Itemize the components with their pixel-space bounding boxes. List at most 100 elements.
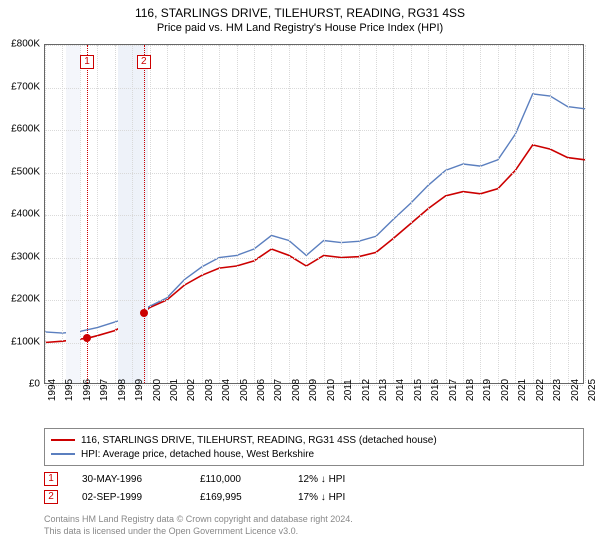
gridline-v bbox=[411, 45, 412, 383]
y-tick-label: £600K bbox=[0, 124, 40, 135]
gridline-v bbox=[271, 45, 272, 383]
sale-date: 30-MAY-1996 bbox=[82, 474, 182, 485]
sale-badge: 1 bbox=[44, 472, 58, 486]
gridline-h bbox=[45, 88, 583, 89]
legend-label: 116, STARLINGS DRIVE, TILEHURST, READING… bbox=[81, 435, 437, 446]
event-badge: 1 bbox=[80, 55, 94, 69]
x-tick-label: 1994 bbox=[47, 379, 58, 401]
gridline-v bbox=[498, 45, 499, 383]
gridline-v bbox=[568, 45, 569, 383]
y-tick-label: £800K bbox=[0, 39, 40, 50]
y-tick-label: £200K bbox=[0, 294, 40, 305]
x-tick-label: 2016 bbox=[430, 379, 441, 401]
gridline-v bbox=[115, 45, 116, 383]
gridline-v bbox=[515, 45, 516, 383]
y-tick-label: £100K bbox=[0, 336, 40, 347]
gridline-v bbox=[480, 45, 481, 383]
gridline-v bbox=[132, 45, 133, 383]
gridline-v bbox=[80, 45, 81, 383]
y-tick-label: £0 bbox=[0, 379, 40, 390]
x-tick-label: 2019 bbox=[482, 379, 493, 401]
x-tick-label: 2001 bbox=[169, 379, 180, 401]
sale-date: 02-SEP-1999 bbox=[82, 492, 182, 503]
gridline-v bbox=[97, 45, 98, 383]
gridline-h bbox=[45, 343, 583, 344]
x-tick-label: 2004 bbox=[221, 379, 232, 401]
gridline-v bbox=[463, 45, 464, 383]
gridline-h bbox=[45, 258, 583, 259]
gridline-v bbox=[202, 45, 203, 383]
x-tick-label: 2003 bbox=[204, 379, 215, 401]
x-tick-label: 2018 bbox=[465, 379, 476, 401]
x-tick-label: 1996 bbox=[82, 379, 93, 401]
gridline-v bbox=[359, 45, 360, 383]
gridline-h bbox=[45, 45, 583, 46]
sale-price: £169,995 bbox=[200, 492, 280, 503]
sale-price: £110,000 bbox=[200, 474, 280, 485]
event-line bbox=[87, 45, 88, 383]
x-tick-label: 2012 bbox=[361, 379, 372, 401]
x-tick-label: 2007 bbox=[273, 379, 284, 401]
x-tick-label: 2008 bbox=[291, 379, 302, 401]
x-tick-label: 2014 bbox=[395, 379, 406, 401]
footnote-line-1: Contains HM Land Registry data © Crown c… bbox=[44, 514, 353, 526]
gridline-h bbox=[45, 300, 583, 301]
x-tick-label: 2025 bbox=[587, 379, 598, 401]
event-badge: 2 bbox=[137, 55, 151, 69]
gridline-h bbox=[45, 215, 583, 216]
sale-marker bbox=[140, 309, 148, 317]
x-tick-label: 2006 bbox=[256, 379, 267, 401]
gridline-v bbox=[585, 45, 586, 383]
gridline-v bbox=[324, 45, 325, 383]
legend: 116, STARLINGS DRIVE, TILEHURST, READING… bbox=[44, 428, 584, 466]
x-tick-label: 2021 bbox=[517, 379, 528, 401]
gridline-h bbox=[45, 173, 583, 174]
sales-table: 1 30-MAY-1996 £110,000 12% ↓ HPI 2 02-SEP-199… bbox=[44, 470, 345, 506]
sale-row: 202-SEP-1999£169,99517% ↓ HPI bbox=[44, 488, 345, 506]
x-tick-label: 2020 bbox=[500, 379, 511, 401]
gridline-v bbox=[167, 45, 168, 383]
x-tick-label: 2017 bbox=[448, 379, 459, 401]
gridline-v bbox=[289, 45, 290, 383]
legend-row: 116, STARLINGS DRIVE, TILEHURST, READING… bbox=[51, 433, 577, 447]
x-tick-label: 1997 bbox=[99, 379, 110, 401]
plot-band bbox=[66, 45, 80, 383]
sale-badge: 2 bbox=[44, 490, 58, 504]
gridline-v bbox=[533, 45, 534, 383]
gridline-v bbox=[219, 45, 220, 383]
gridline-v bbox=[550, 45, 551, 383]
legend-label: HPI: Average price, detached house, West… bbox=[81, 449, 314, 460]
sale-marker bbox=[83, 334, 91, 342]
x-tick-label: 2009 bbox=[308, 379, 319, 401]
x-tick-label: 2023 bbox=[552, 379, 563, 401]
y-tick-label: £300K bbox=[0, 251, 40, 262]
x-tick-label: 2002 bbox=[186, 379, 197, 401]
y-tick-label: £700K bbox=[0, 81, 40, 92]
gridline-v bbox=[428, 45, 429, 383]
y-tick-label: £500K bbox=[0, 166, 40, 177]
gridline-v bbox=[184, 45, 185, 383]
sale-row: 1 30-MAY-1996 £110,000 12% ↓ HPI bbox=[44, 470, 345, 488]
x-tick-label: 2005 bbox=[239, 379, 250, 401]
x-tick-label: 1998 bbox=[117, 379, 128, 401]
x-tick-label: 2011 bbox=[343, 379, 354, 401]
chart-subtitle: Price paid vs. HM Land Registry's House … bbox=[0, 20, 600, 38]
sale-delta: 12% ↓ HPI bbox=[298, 474, 345, 485]
chart-title: 116, STARLINGS DRIVE, TILEHURST, READING… bbox=[0, 0, 600, 20]
y-tick-label: £400K bbox=[0, 209, 40, 220]
gridline-v bbox=[306, 45, 307, 383]
gridline-v bbox=[376, 45, 377, 383]
gridline-v bbox=[254, 45, 255, 383]
x-tick-label: 1995 bbox=[64, 379, 75, 401]
x-tick-label: 2010 bbox=[326, 379, 337, 401]
footnote-line-2: This data is licensed under the Open Gov… bbox=[44, 526, 353, 538]
gridline-v bbox=[446, 45, 447, 383]
gridline-v bbox=[341, 45, 342, 383]
legend-row: HPI: Average price, detached house, West… bbox=[51, 447, 577, 461]
x-tick-label: 2015 bbox=[413, 379, 424, 401]
x-tick-label: 1999 bbox=[134, 379, 145, 401]
gridline-v bbox=[150, 45, 151, 383]
x-tick-label: 2024 bbox=[570, 379, 581, 401]
legend-swatch bbox=[51, 439, 75, 441]
plot-area: 12 bbox=[44, 44, 584, 384]
